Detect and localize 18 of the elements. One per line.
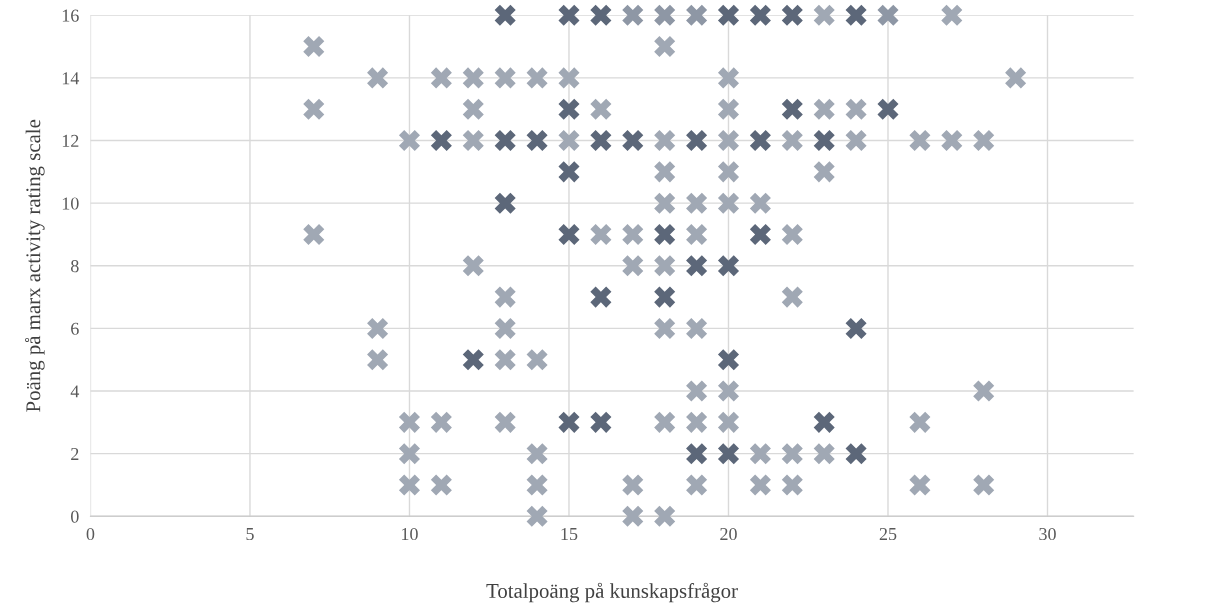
y-tick-label: 2 (71, 447, 79, 460)
y-axis-title: Poäng på marx activity rating scale (25, 119, 45, 412)
y-tick-label: 6 (71, 322, 79, 335)
x-tick-label: 20 (720, 527, 737, 541)
x-tick-label: 10 (402, 527, 418, 541)
y-tick-label: 16 (62, 9, 79, 22)
x-tick-label: 15 (561, 528, 578, 541)
y-tick-label: 8 (71, 260, 79, 273)
y-tick-label: 14 (62, 72, 80, 85)
y-tick-label: 4 (70, 385, 80, 398)
x-tick-label: 25 (879, 527, 897, 541)
x-tick-label: 5 (246, 528, 254, 541)
x-axis-title: Totalpoäng på kunskapsfrågor (486, 582, 738, 603)
x-tick-label: 0 (86, 527, 95, 541)
y-tick-label: 12 (62, 134, 79, 147)
y-tick-label: 10 (62, 197, 79, 210)
x-tick-label: 30 (1039, 527, 1056, 541)
y-tick-label: 0 (71, 510, 79, 523)
